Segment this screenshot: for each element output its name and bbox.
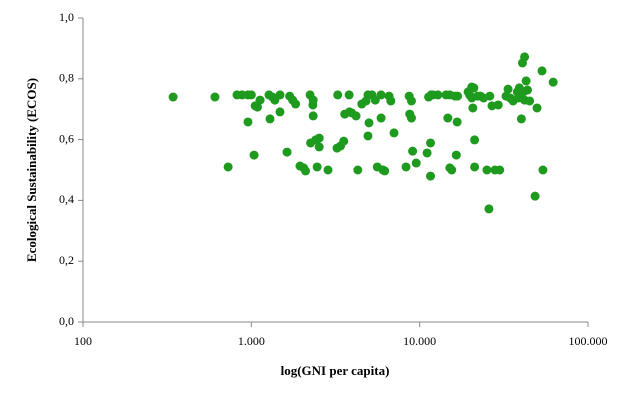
x-tick-label: 100 (74, 334, 92, 348)
point (291, 99, 301, 109)
point (453, 91, 463, 101)
point (408, 146, 418, 156)
point (443, 113, 453, 123)
y-tick-label: 0,8 (59, 71, 74, 85)
y-axis-title: Ecological Sustainability (ECOS) (24, 78, 39, 262)
point (516, 114, 526, 124)
point (363, 131, 373, 141)
point (386, 96, 396, 106)
point (530, 191, 540, 201)
point (376, 90, 386, 100)
point (344, 90, 354, 100)
y-tick-label: 0,0 (59, 314, 74, 328)
point (308, 111, 318, 121)
y-tick-label: 1,0 (59, 10, 74, 24)
point (376, 113, 386, 123)
point (521, 76, 531, 86)
point (537, 66, 547, 76)
x-tick-label: 10.000 (403, 334, 436, 348)
point (370, 95, 380, 105)
point (495, 165, 505, 175)
point (503, 84, 513, 94)
point (426, 171, 436, 181)
point (249, 150, 259, 160)
point (323, 165, 333, 175)
point (314, 142, 324, 152)
point (333, 90, 343, 100)
point (422, 148, 432, 158)
point (468, 103, 478, 113)
point (469, 83, 479, 93)
point (548, 77, 558, 87)
x-tick-label: 100.000 (569, 334, 608, 348)
point (301, 166, 311, 176)
point (406, 96, 416, 106)
y-tick-label: 0,6 (59, 131, 74, 145)
point (470, 135, 480, 145)
point (433, 90, 443, 100)
point (243, 117, 253, 127)
point (470, 162, 480, 172)
y-tick-label: 0,2 (59, 253, 74, 267)
x-tick-label: 1.000 (238, 334, 265, 348)
point (426, 138, 436, 148)
point (353, 165, 363, 175)
point (485, 91, 495, 101)
y-tick-label: 0,4 (59, 192, 74, 206)
point (275, 90, 285, 100)
point (168, 92, 178, 102)
point (314, 133, 324, 143)
point (493, 100, 503, 110)
point (522, 85, 532, 95)
point (339, 136, 349, 146)
point (351, 111, 361, 121)
point (484, 204, 494, 214)
point (275, 107, 285, 117)
point (482, 165, 492, 175)
point (308, 95, 318, 105)
point (246, 90, 256, 100)
point (520, 52, 530, 62)
point (210, 92, 220, 102)
point (255, 95, 265, 105)
point (265, 114, 275, 124)
point (532, 103, 542, 113)
point (525, 96, 535, 106)
point (312, 162, 322, 172)
point (447, 165, 457, 175)
point (406, 113, 416, 123)
point (452, 117, 462, 127)
point (451, 150, 461, 160)
x-axis-title: log(GNI per capita) (281, 363, 390, 378)
point (252, 102, 262, 112)
point (223, 162, 233, 172)
point (380, 166, 390, 176)
point (401, 162, 411, 172)
point (364, 118, 374, 128)
point (538, 165, 548, 175)
point (389, 128, 399, 138)
point (282, 147, 292, 157)
point (411, 158, 421, 168)
